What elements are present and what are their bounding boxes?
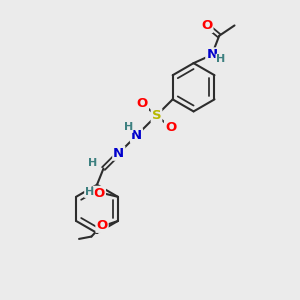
Text: S: S	[152, 109, 161, 122]
Text: N: N	[113, 147, 124, 160]
Text: N: N	[206, 48, 218, 62]
Text: H: H	[85, 188, 94, 197]
Text: O: O	[137, 97, 148, 110]
Text: O: O	[96, 219, 108, 232]
Text: O: O	[201, 19, 212, 32]
Text: H: H	[88, 158, 97, 168]
Text: N: N	[131, 129, 142, 142]
Text: O: O	[94, 187, 105, 200]
Text: H: H	[124, 122, 133, 132]
Text: H: H	[216, 54, 225, 64]
Text: O: O	[165, 121, 176, 134]
